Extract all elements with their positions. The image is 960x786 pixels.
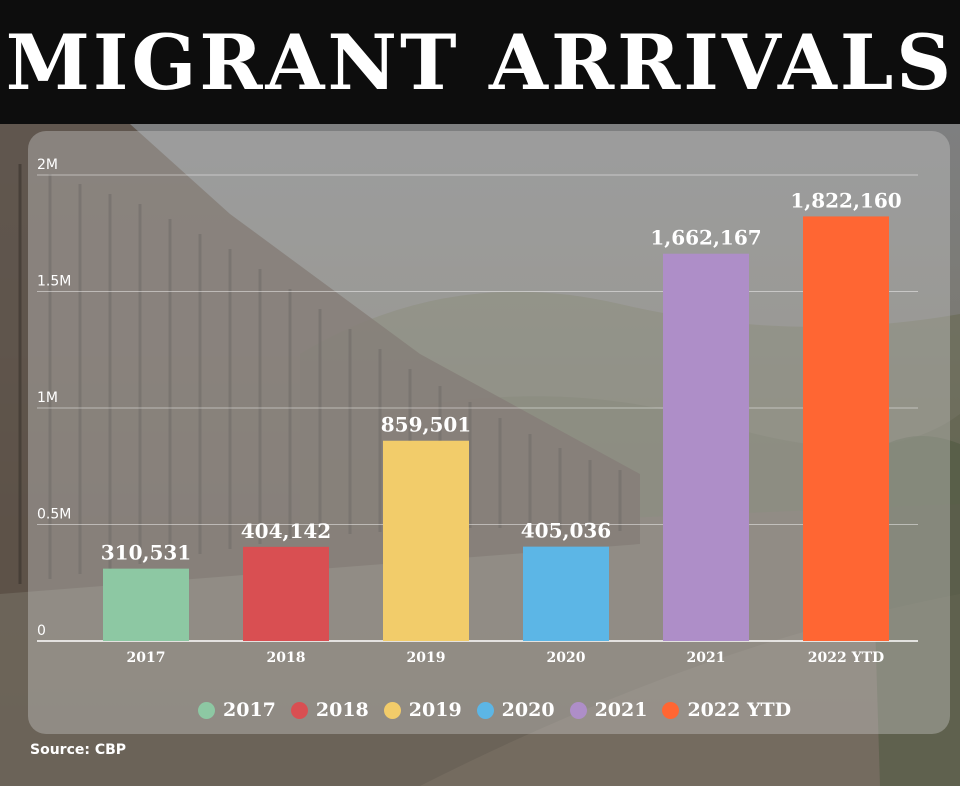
y-tick-label: 1M — [37, 390, 58, 406]
legend-label-2018: 2018 — [315, 699, 369, 721]
title-bar: MIGRANT ARRIVALS — [0, 0, 960, 124]
legend-dot-2020 — [476, 701, 494, 719]
legend-item-2022-ytd: 2022 YTD — [662, 699, 791, 721]
legend-item-2021: 2021 — [569, 699, 648, 721]
legend-label-2019: 2019 — [408, 699, 462, 721]
y-tick-label: 2M — [37, 157, 58, 173]
x-tick-label: 2021 — [687, 650, 726, 666]
legend-item-2019: 2019 — [383, 699, 462, 721]
bar-2017 — [103, 568, 189, 641]
bar-value-label: 859,501 — [381, 413, 471, 437]
bar-2020 — [523, 546, 609, 641]
x-tick-label: 2022 YTD — [808, 650, 884, 666]
legend-label-2021: 2021 — [594, 699, 648, 721]
y-tick-label: 1.5M — [37, 274, 71, 290]
bar-value-label: 404,142 — [241, 519, 331, 543]
legend-dot-2021 — [569, 701, 587, 719]
bar-2019 — [383, 440, 469, 641]
legend-label-2022-ytd: 2022 YTD — [687, 699, 792, 721]
legend: 2017 2018 2019 2020 2021 2022 YTD — [198, 696, 791, 724]
legend-dot-2018 — [290, 701, 308, 719]
legend-item-2017: 2017 — [198, 699, 276, 721]
source-note: Source: CBP — [30, 742, 127, 758]
legend-label-2020: 2020 — [501, 699, 555, 721]
bar-value-label: 310,531 — [101, 541, 191, 565]
bar-value-label: 405,036 — [521, 519, 611, 543]
bar-2022-ytd — [803, 216, 889, 642]
legend-label-2017: 2017 — [223, 699, 276, 721]
legend-item-2020: 2020 — [476, 699, 555, 721]
bar-value-label: 1,662,167 — [650, 226, 761, 250]
bar-2018 — [243, 546, 329, 641]
bar-value-label: 1,822,160 — [790, 188, 901, 212]
bar-2021 — [663, 253, 749, 641]
legend-dot-2019 — [383, 701, 401, 719]
legend-item-2018: 2018 — [290, 699, 369, 721]
y-tick-label: 0.5M — [37, 507, 71, 523]
x-tick-label: 2018 — [267, 650, 306, 666]
x-tick-label: 2017 — [127, 650, 166, 666]
y-tick-label: 0 — [37, 623, 46, 639]
legend-dot-2022-ytd — [662, 701, 680, 719]
legend-dot-2017 — [198, 701, 215, 719]
chart-title: MIGRANT ARRIVALS — [5, 17, 955, 107]
x-tick-label: 2020 — [547, 650, 586, 666]
x-tick-label: 2019 — [407, 650, 446, 666]
